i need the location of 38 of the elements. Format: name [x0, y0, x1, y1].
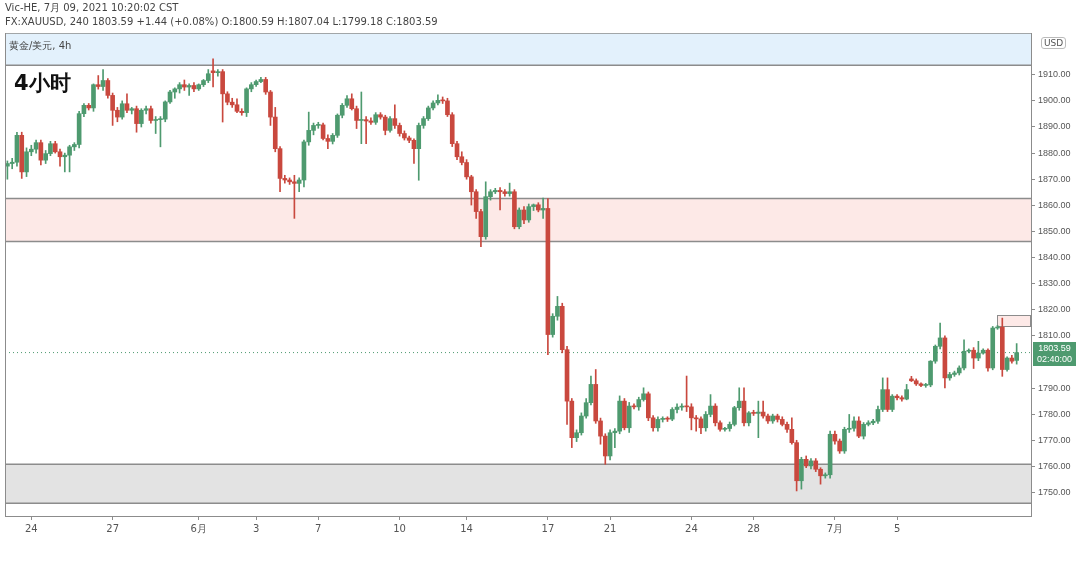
y-tick-label: 1820.00: [1038, 304, 1071, 315]
y-tick-label: 1790.00: [1038, 382, 1071, 393]
y-tick-label: 1770.00: [1038, 434, 1071, 445]
x-tick-label: 21: [603, 522, 617, 534]
text: 02:40:00: [1035, 353, 1073, 365]
x-tick-label: 10: [393, 522, 406, 534]
candlestick: [315, 121, 321, 129]
y-tick-label: 1880.00: [1038, 147, 1071, 158]
y-tick-label: 1810.00: [1038, 330, 1071, 341]
x-tick-label: 28: [747, 522, 760, 534]
x-tick-label: 3: [252, 522, 260, 534]
x-tick-label: 7: [315, 522, 322, 534]
text: FX:XAUUSD, 240 1803.59 +1.44 (+0.08%) O:1800.59 H:1807.04 L:1799.18 C:1803.59: [5, 16, 438, 28]
y-tick-label: 1840.00: [1038, 252, 1071, 263]
x-tick-label: 5: [893, 522, 901, 534]
y-tick-label: 1760.00: [1038, 460, 1071, 471]
y-tick-label: 1780.00: [1038, 408, 1071, 419]
y-tick-label: 1870.00: [1038, 173, 1071, 184]
y-tick-label: 1900.00: [1038, 95, 1071, 106]
text: Vic-HE, 7月 09, 2021 10:20:02 CST: [5, 2, 179, 14]
y-tick-label: 1830.00: [1038, 278, 1071, 289]
ref-line-label: 1803.59: [1037, 342, 1072, 354]
text: 黄金/美元, 4h: [9, 40, 72, 52]
x-tick-label: 17: [541, 522, 555, 534]
y-tick-label: 1890.00: [1038, 121, 1071, 132]
y-tick-label: 1860.00: [1038, 199, 1071, 210]
y-tick-label: 1750.00: [1038, 486, 1071, 497]
x-tick-label: 24: [685, 522, 698, 534]
annotation: 4小时: [14, 71, 71, 96]
y-axis-title: USD: [1041, 37, 1067, 50]
x-tick-label: 7月: [826, 522, 844, 534]
y-tick-label: 1910.00: [1038, 69, 1071, 80]
x-tick-label: 6月: [190, 522, 207, 534]
y-tick-label: 1850.00: [1038, 225, 1071, 236]
x-tick-label: 27: [106, 522, 119, 534]
x-tick-label: 14: [460, 522, 473, 534]
x-tick-label: 24: [24, 522, 38, 534]
candlestick: [95, 75, 101, 90]
